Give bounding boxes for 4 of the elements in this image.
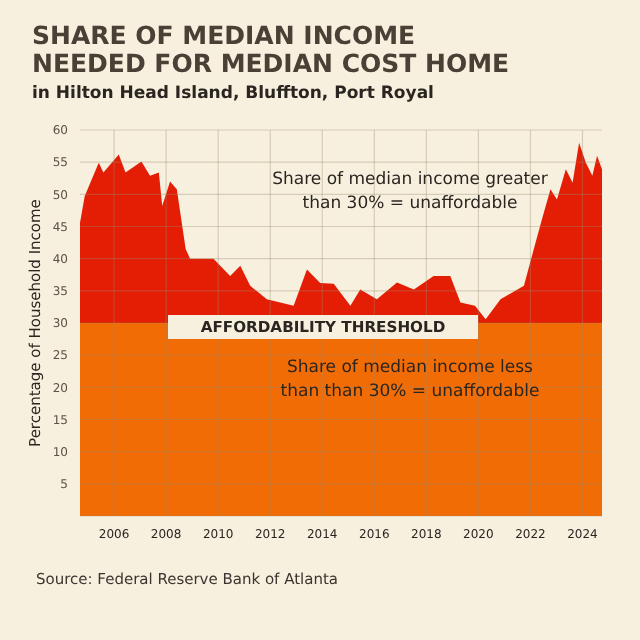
annotation: Share of median income greater than 30% = unaffordable	[272, 170, 549, 214]
chart-subtitle: in Hilton Head Island, Bluffton, Port Royal	[32, 84, 435, 104]
annotation: Share of median income less than than 30% = unaffordable	[280, 358, 540, 402]
chart-title: SHARE OF MEDIAN INCOME NEEDED FOR MEDIAN COST HOME	[32, 20, 510, 78]
